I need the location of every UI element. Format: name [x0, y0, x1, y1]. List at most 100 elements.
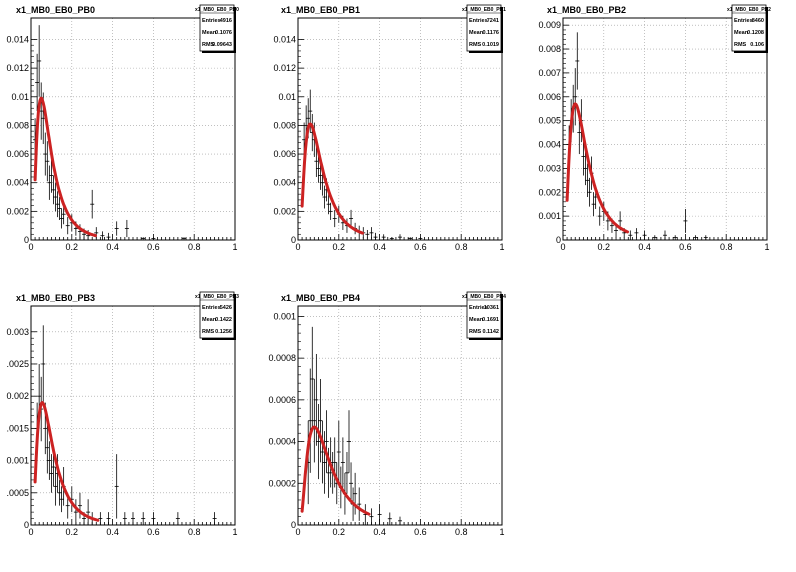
- y-tick-label: 0: [24, 235, 29, 245]
- panel-title: x1_MB0_EB0_PB2: [547, 5, 626, 15]
- y-tick-label: 0.006: [538, 92, 561, 102]
- x-tick-label: 1: [764, 242, 769, 252]
- x-tick-label: 0.6: [147, 527, 160, 537]
- stats-label: RMS: [469, 329, 482, 335]
- y-tick-label: 0.004: [6, 178, 29, 188]
- stats-label: Entries: [734, 18, 753, 24]
- stats-label: Entries: [469, 18, 488, 24]
- histogram-panel: x1_MB0_EB0_PB2 0 0.2 0.4 0.6 0.8 1 0 0.001 0.002 0…: [538, 4, 771, 252]
- y-tick-label: 0.0004: [268, 437, 296, 447]
- stats-label: Mean: [734, 30, 749, 36]
- y-tick-label: 0: [24, 520, 29, 530]
- y-tick-label: 0.012: [273, 63, 296, 73]
- x-tick-label: 1: [499, 527, 504, 537]
- stats-name: x1_MB0_EB0_PB2: [727, 7, 771, 13]
- y-tick-label: 0.007: [538, 68, 561, 78]
- x-tick-label: 0.2: [333, 527, 346, 537]
- stats-value: 0.1176: [482, 30, 499, 36]
- y-tick-label: 0.001: [538, 211, 561, 221]
- stats-label: Mean: [202, 30, 217, 36]
- y-tick-label: 0.008: [273, 120, 296, 130]
- y-tick-label: 0.0002: [268, 478, 296, 488]
- x-tick-label: 0.4: [638, 242, 651, 252]
- y-tick-label: 0.01: [11, 92, 29, 102]
- stats-value: 0.1256: [215, 329, 232, 335]
- x-tick-label: 0.8: [455, 527, 468, 537]
- stats-value: 10361: [484, 305, 499, 311]
- x-tick-label: 0.2: [66, 527, 79, 537]
- x-tick-label: 0: [560, 242, 565, 252]
- stats-label: RMS: [202, 42, 215, 48]
- y-tick-label: .0025: [6, 359, 29, 369]
- x-tick-label: 0.6: [414, 527, 427, 537]
- x-tick-label: 0.8: [455, 242, 468, 252]
- stats-label: Mean: [469, 30, 484, 36]
- x-tick-label: 0: [295, 527, 300, 537]
- stats-label: Entries: [202, 18, 221, 24]
- fit-curve: [565, 102, 629, 234]
- panel-title: x1_MB0_EB0_PB3: [16, 293, 95, 303]
- fit-curve: [33, 400, 100, 522]
- fit-curve: [300, 122, 364, 235]
- stats-value: 0.1208: [747, 30, 764, 36]
- y-tick-label: 0: [556, 235, 561, 245]
- x-tick-label: 1: [232, 527, 237, 537]
- panel-title: x1_MB0_EB0_PB1: [281, 5, 360, 15]
- x-tick-label: 0.2: [598, 242, 611, 252]
- stats-label: Mean: [469, 317, 484, 323]
- y-tick-label: .0015: [6, 423, 29, 433]
- y-tick-label: 0.002: [273, 206, 296, 216]
- stats-value: 0.09643: [212, 42, 232, 48]
- stats-label: Entries: [202, 305, 221, 311]
- y-tick-label: 0.002: [538, 187, 561, 197]
- panel-title: x1_MB0_EB0_PB0: [16, 5, 95, 15]
- histogram-panel: x1_MB0_EB0_PB3 0 0.2 0.4 0.6 0.8 1 0 .0005 0.001.…: [6, 291, 239, 537]
- y-tick-label: 0.009: [538, 20, 561, 30]
- stats-name: x1_MB0_EB0_PB0: [195, 7, 239, 13]
- y-tick-label: 0.014: [6, 34, 29, 44]
- x-tick-label: 0.2: [66, 242, 79, 252]
- histogram-panel: x1_MB0_EB0_PB0 0 0.2 0.4 0.6 0.8 1 0 0.002 0.004 0…: [6, 4, 239, 252]
- x-tick-label: 1: [232, 242, 237, 252]
- stats-box-frame: [199, 4, 235, 52]
- x-tick-label: 0.4: [106, 527, 119, 537]
- x-tick-label: 0.4: [373, 527, 386, 537]
- x-tick-label: 0.8: [188, 527, 201, 537]
- y-tick-label: 0.006: [273, 149, 296, 159]
- stats-value: 0.1142: [482, 329, 499, 335]
- stats-name: x1_MB0_EB0_PB1: [462, 7, 506, 13]
- x-tick-label: 0.6: [147, 242, 160, 252]
- y-tick-label: .0005: [6, 488, 29, 498]
- stats-name: x1_MB0_EB0_PB4: [462, 294, 506, 300]
- y-tick-label: 0.005: [538, 116, 561, 126]
- y-tick-label: 0.003: [538, 163, 561, 173]
- y-tick-label: 0.004: [538, 140, 561, 150]
- stats-name: x1_MB0_EB0_PB3: [195, 294, 239, 300]
- y-tick-label: 0.001: [273, 311, 296, 321]
- y-tick-label: 0.012: [6, 63, 29, 73]
- stats-label: Entries: [469, 305, 488, 311]
- stats-value: 0.1691: [482, 317, 499, 323]
- fit-curve: [300, 425, 371, 516]
- y-tick-label: 0.002: [6, 206, 29, 216]
- x-tick-label: 0.8: [188, 242, 201, 252]
- y-tick-label: 0.008: [538, 44, 561, 54]
- stats-value: 0.106: [750, 42, 764, 48]
- y-tick-label: 0.0006: [268, 395, 296, 405]
- stats-box-frame: [466, 4, 502, 52]
- x-tick-label: 0: [295, 242, 300, 252]
- stats-box-frame: [199, 291, 235, 339]
- stats-value: 0.1076: [215, 30, 232, 36]
- panel-title: x1_MB0_EB0_PB4: [281, 293, 360, 303]
- stats-value: 7241: [487, 18, 499, 24]
- histogram-panel: x1_MB0_EB0_PB1 0 0.2 0.4 0.6 0.8 1 0 0.002 0.004 0…: [273, 4, 506, 252]
- x-tick-label: 0: [28, 527, 33, 537]
- y-tick-label: 0.01: [278, 92, 296, 102]
- x-tick-label: 0.6: [679, 242, 692, 252]
